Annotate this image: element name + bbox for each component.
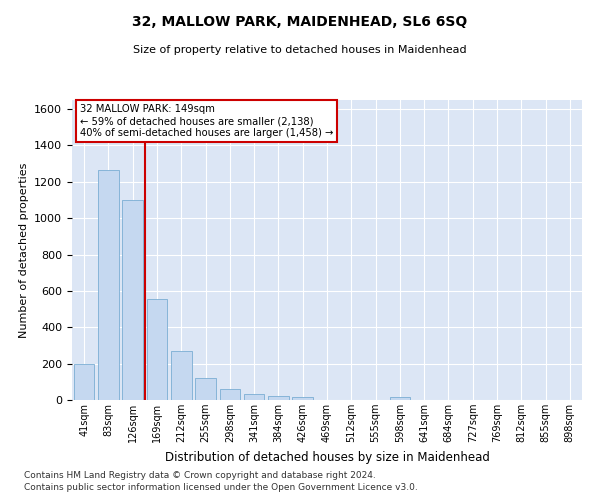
Bar (220, 389, 240, 400)
Bar (195, 378, 216, 400)
Bar (292, 398, 313, 400)
Bar (146, 299, 167, 400)
Bar (122, 200, 143, 400)
Text: Size of property relative to detached houses in Maidenhead: Size of property relative to detached ho… (133, 45, 467, 55)
Bar (268, 396, 289, 400)
Bar (244, 394, 265, 400)
Bar (74, 364, 94, 400)
Bar (171, 351, 191, 400)
Text: 32, MALLOW PARK, MAIDENHEAD, SL6 6SQ: 32, MALLOW PARK, MAIDENHEAD, SL6 6SQ (133, 15, 467, 29)
Text: Contains HM Land Registry data © Crown copyright and database right 2024.: Contains HM Land Registry data © Crown c… (24, 471, 376, 480)
Text: Contains public sector information licensed under the Open Government Licence v3: Contains public sector information licen… (24, 484, 418, 492)
Text: 32 MALLOW PARK: 149sqm
← 59% of detached houses are smaller (2,138)
40% of semi-: 32 MALLOW PARK: 149sqm ← 59% of detached… (80, 104, 333, 138)
Bar (389, 398, 410, 400)
Y-axis label: Number of detached properties: Number of detached properties (19, 162, 29, 338)
Bar (98, 170, 119, 400)
X-axis label: Distribution of detached houses by size in Maidenhead: Distribution of detached houses by size … (164, 450, 490, 464)
